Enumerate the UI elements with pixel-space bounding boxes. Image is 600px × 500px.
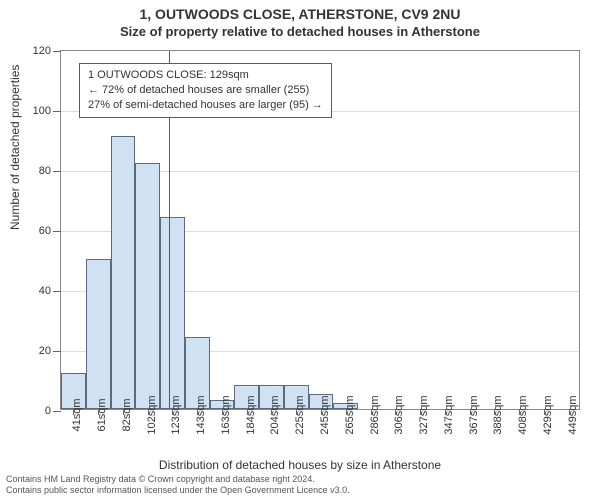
x-tick-label: 429sqm	[542, 395, 554, 434]
y-axis-label: Number of detached properties	[8, 65, 22, 230]
footer-line-2: Contains public sector information licen…	[6, 485, 594, 496]
y-tick-label: 60	[39, 225, 51, 237]
y-tick	[53, 171, 61, 172]
y-tick-label: 100	[33, 105, 51, 117]
annotation-box: 1 OUTWOODS CLOSE: 129sqm← 72% of detache…	[79, 63, 332, 118]
x-tick-label: 41sqm	[71, 398, 83, 431]
x-tick-label: 347sqm	[443, 395, 455, 434]
x-tick-label: 61sqm	[96, 398, 108, 431]
x-tick-label: 286sqm	[369, 395, 381, 434]
y-tick-label: 120	[33, 45, 51, 57]
x-tick-label: 388sqm	[492, 395, 504, 434]
y-tick	[53, 231, 61, 232]
x-tick-label: 245sqm	[319, 395, 331, 434]
x-tick-label: 367sqm	[468, 395, 480, 434]
x-tick-label: 408sqm	[517, 395, 529, 434]
chart-title: 1, OUTWOODS CLOSE, ATHERSTONE, CV9 2NU	[0, 6, 600, 22]
y-tick	[53, 351, 61, 352]
y-tick	[53, 51, 61, 52]
x-tick-label: 163sqm	[220, 395, 232, 434]
x-tick-label: 123sqm	[170, 395, 182, 434]
histogram-bar	[160, 217, 185, 409]
x-tick-label: 184sqm	[245, 395, 257, 434]
x-tick-label: 143sqm	[195, 395, 207, 434]
x-tick-label: 306sqm	[393, 395, 405, 434]
chart-subtitle: Size of property relative to detached ho…	[0, 24, 600, 39]
y-tick-label: 20	[39, 345, 51, 357]
x-tick-label: 225sqm	[294, 395, 306, 434]
plot-area: 02040608010012041sqm61sqm82sqm102sqm123s…	[60, 50, 580, 410]
y-tick-label: 0	[45, 405, 51, 417]
x-tick-label: 449sqm	[567, 395, 579, 434]
title-block: 1, OUTWOODS CLOSE, ATHERSTONE, CV9 2NU S…	[0, 0, 600, 39]
y-tick	[53, 291, 61, 292]
x-tick-label: 82sqm	[121, 398, 133, 431]
histogram-bar	[111, 136, 136, 409]
x-tick-label: 265sqm	[344, 395, 356, 434]
annotation-line: ← 72% of detached houses are smaller (25…	[88, 83, 323, 98]
x-tick-label: 102sqm	[146, 395, 158, 434]
y-tick-label: 40	[39, 285, 51, 297]
y-tick	[53, 111, 61, 112]
annotation-line: 1 OUTWOODS CLOSE: 129sqm	[88, 68, 323, 83]
footer-line-1: Contains HM Land Registry data © Crown c…	[6, 474, 594, 485]
footer-attribution: Contains HM Land Registry data © Crown c…	[0, 472, 600, 500]
x-tick-label: 204sqm	[269, 395, 281, 434]
x-tick-label: 327sqm	[418, 395, 430, 434]
x-axis-label: Distribution of detached houses by size …	[0, 458, 600, 472]
annotation-line: 27% of semi-detached houses are larger (…	[88, 98, 323, 113]
histogram-bar	[86, 259, 111, 409]
y-tick	[53, 411, 61, 412]
y-tick-label: 80	[39, 165, 51, 177]
histogram-bar	[135, 163, 160, 409]
chart-container: 1, OUTWOODS CLOSE, ATHERSTONE, CV9 2NU S…	[0, 0, 600, 500]
